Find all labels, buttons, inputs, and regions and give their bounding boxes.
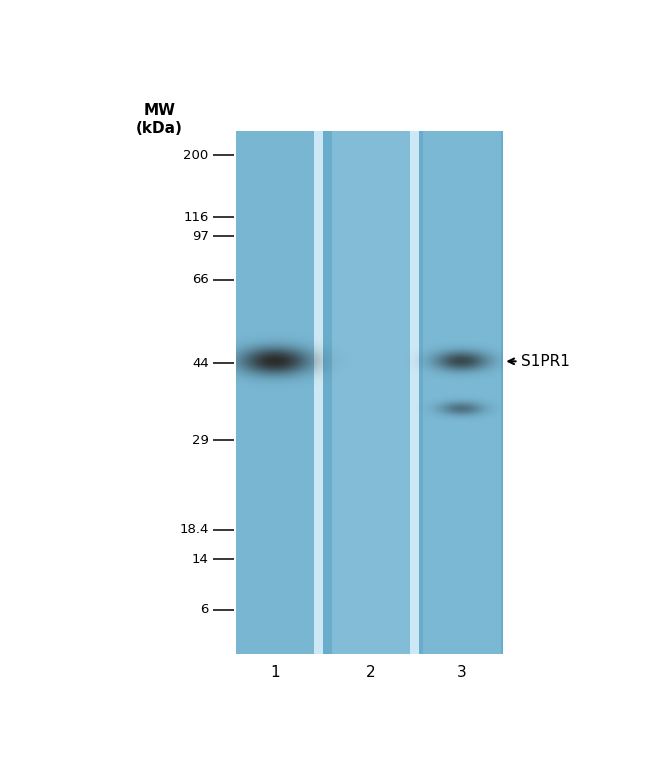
Bar [314,131,323,655]
Text: S1PR1: S1PR1 [521,354,570,369]
Text: 14: 14 [192,553,209,566]
Text: 97: 97 [192,230,209,243]
Bar [332,131,410,655]
Text: 66: 66 [192,273,209,286]
Text: MW: MW [144,103,176,118]
Text: 1: 1 [270,665,280,679]
Text: 2: 2 [366,665,376,679]
Text: 200: 200 [183,148,209,161]
Bar [410,131,419,655]
Text: 116: 116 [183,211,209,224]
Text: (kDa): (kDa) [136,120,183,136]
Text: 29: 29 [192,434,209,447]
Text: 6: 6 [200,603,209,616]
Text: 18.4: 18.4 [179,523,209,536]
Bar [422,131,500,655]
Bar [236,131,314,655]
Text: 3: 3 [457,665,467,679]
Bar [237,131,503,655]
Text: 44: 44 [192,357,209,370]
